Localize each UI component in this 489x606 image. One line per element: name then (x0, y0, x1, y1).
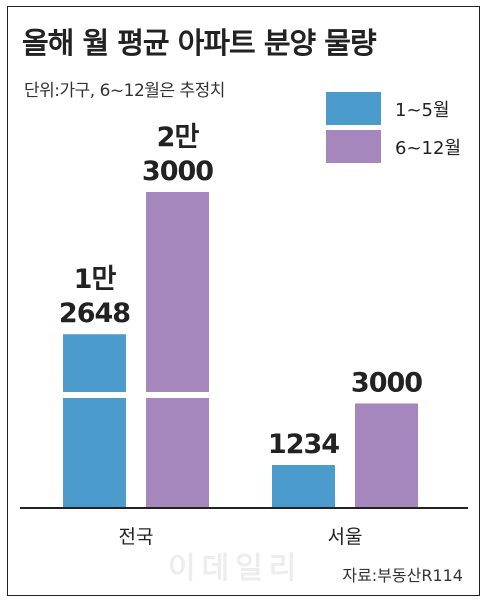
axis-break-2 (144, 392, 211, 398)
legend-label-series1: 1~5월 (395, 99, 450, 121)
chart-title: 올해 월 평균 아파트 분양 물량 (22, 26, 377, 60)
legend-swatch-series1 (326, 92, 381, 125)
data-label-2-2: 3000 (351, 367, 422, 398)
category-label-2: 서울 (328, 526, 363, 548)
data-label-1-2: 1234 (268, 429, 339, 460)
bar-2-1 (146, 192, 209, 508)
axis-break-1 (61, 392, 128, 398)
chart-subtitle: 단위:가구, 6~12월은 추정치 (24, 81, 225, 101)
data-label-1-1: 1만 2648 (59, 264, 130, 329)
category-label-1: 전국 (119, 526, 154, 548)
legend-swatch-series2 (326, 130, 381, 163)
watermark: 이데일리 (168, 551, 303, 586)
legend-item-series1: 1~5월 (326, 92, 450, 125)
bar-2-2 (355, 403, 418, 508)
data-label-2-1: 2만 3000 (142, 122, 213, 187)
source-note: 자료:부동산R114 (342, 566, 463, 585)
bar-1-1 (63, 334, 126, 508)
bar-1-2 (272, 465, 335, 508)
legend-item-series2: 6~12월 (326, 130, 461, 163)
legend-label-series2: 6~12월 (395, 137, 461, 159)
